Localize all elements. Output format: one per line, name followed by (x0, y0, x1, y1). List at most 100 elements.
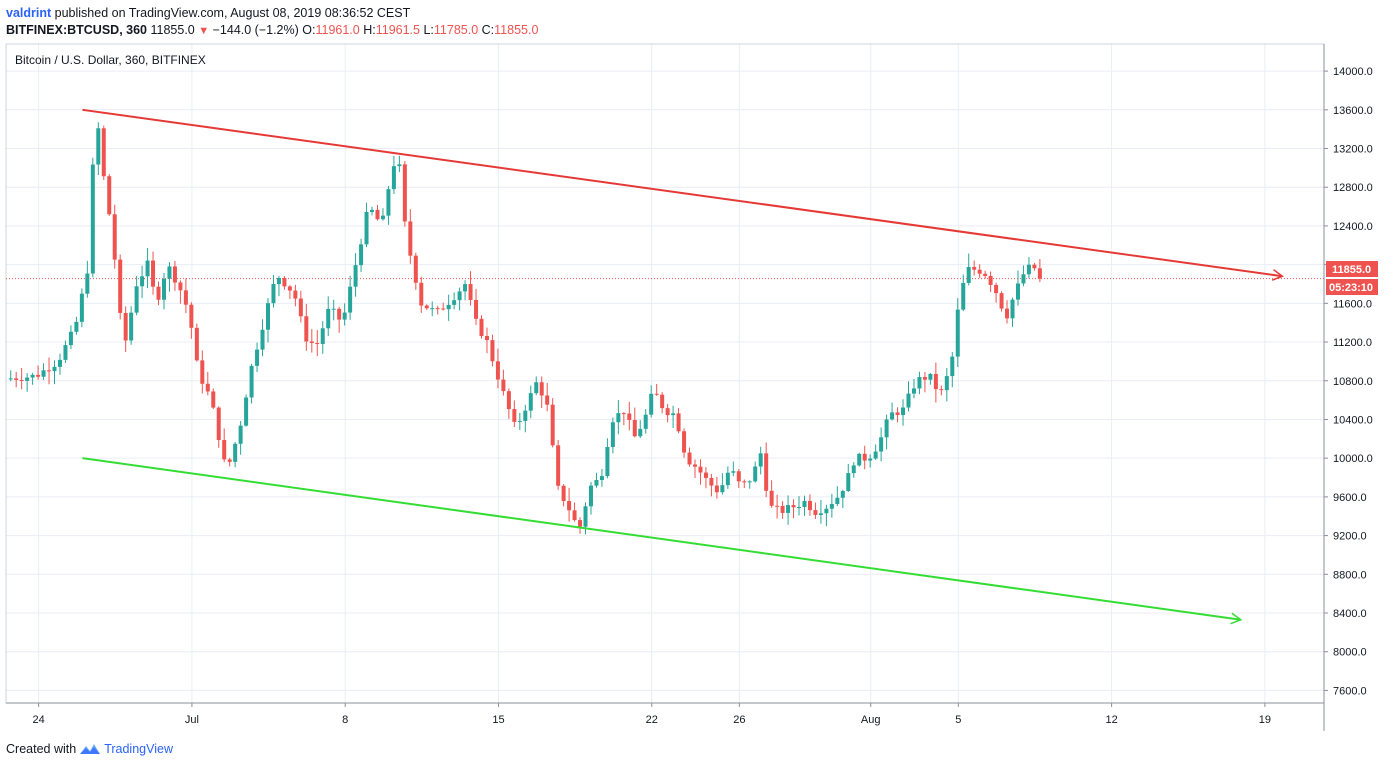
candle-body[interactable] (375, 209, 380, 220)
candle-body[interactable] (725, 472, 730, 486)
candle-body[interactable] (1015, 283, 1020, 300)
candle-body[interactable] (326, 308, 331, 329)
candle-body[interactable] (112, 214, 117, 260)
candle-body[interactable] (189, 304, 194, 328)
candle-body[interactable] (244, 397, 249, 426)
candle-body[interactable] (282, 277, 287, 287)
candle-body[interactable] (687, 452, 692, 465)
candle-body[interactable] (879, 437, 884, 452)
candle-body[interactable] (36, 374, 41, 377)
candle-body[interactable] (342, 312, 347, 320)
candle-body[interactable] (736, 471, 741, 482)
candle-body[interactable] (955, 309, 960, 357)
candle-body[interactable] (807, 500, 812, 511)
candle-body[interactable] (1032, 264, 1037, 269)
candle-body[interactable] (402, 164, 407, 222)
candle-body[interactable] (939, 389, 944, 391)
candle-body[interactable] (928, 373, 933, 380)
candle-body[interactable] (966, 266, 971, 283)
candle-body[interactable] (118, 259, 123, 313)
candle-body[interactable] (1005, 308, 1010, 319)
resistance-trendline[interactable] (82, 108, 1283, 278)
candle-body[interactable] (802, 500, 807, 508)
candle-body[interactable] (304, 316, 309, 342)
candle-body[interactable] (211, 391, 216, 408)
candle-body[interactable] (578, 520, 583, 527)
candle-body[interactable] (983, 273, 988, 276)
candle-body[interactable] (610, 422, 615, 448)
candle-body[interactable] (495, 361, 500, 380)
candle-body[interactable] (452, 300, 457, 305)
candle-body[interactable] (764, 453, 769, 491)
candle-body[interactable] (424, 305, 429, 309)
candle-body[interactable] (747, 481, 752, 483)
candle-body[interactable] (216, 407, 221, 441)
candle-body[interactable] (249, 365, 254, 398)
candle-body[interactable] (632, 419, 637, 437)
candle-body[interactable] (588, 485, 593, 507)
candle-body[interactable] (972, 266, 977, 270)
candle-body[interactable] (435, 308, 440, 310)
candle-body[interactable] (419, 282, 424, 306)
candle-body[interactable] (506, 391, 511, 410)
candle-body[interactable] (961, 282, 966, 310)
candle-body[interactable] (468, 284, 473, 300)
candle-body[interactable] (222, 440, 227, 460)
candle-body[interactable] (769, 490, 774, 506)
candle-body[interactable] (1010, 299, 1015, 319)
candle-body[interactable] (660, 394, 665, 409)
candle-body[interactable] (167, 266, 172, 279)
candle-body[interactable] (731, 471, 736, 473)
candle-body[interactable] (988, 275, 993, 285)
candle-body[interactable] (933, 373, 938, 390)
candle-body[interactable] (512, 409, 517, 422)
candle-body[interactable] (829, 503, 834, 509)
candle-body[interactable] (621, 413, 626, 415)
candle-body[interactable] (183, 290, 188, 305)
candle-body[interactable] (490, 340, 495, 362)
price-chart[interactable]: 14000.013600.013200.012800.012400.012000… (0, 0, 1391, 740)
candle-body[interactable] (19, 380, 24, 382)
support-trendline[interactable] (82, 457, 1241, 621)
candle-body[interactable] (287, 286, 292, 291)
candle-body[interactable] (457, 291, 462, 301)
candle-body[interactable] (786, 505, 791, 513)
candle-body[interactable] (901, 407, 906, 416)
candle-body[interactable] (348, 286, 353, 313)
candle-body[interactable] (583, 506, 588, 527)
candle-body[interactable] (643, 414, 648, 429)
candle-body[interactable] (818, 513, 823, 515)
candle-body[interactable] (391, 166, 396, 190)
candle-body[interactable] (446, 304, 451, 310)
tradingview-brand-link[interactable]: TradingView (104, 742, 173, 756)
candle-body[interactable] (57, 359, 62, 367)
candle-body[interactable] (627, 413, 632, 420)
candle-body[interactable] (895, 412, 900, 416)
candle-body[interactable] (408, 221, 413, 256)
candle-body[interactable] (140, 276, 145, 287)
candle-body[interactable] (309, 341, 314, 344)
candle-body[interactable] (539, 382, 544, 396)
candle-body[interactable] (74, 321, 79, 332)
candle-body[interactable] (517, 420, 522, 422)
candle-body[interactable] (911, 388, 916, 394)
candle-body[interactable] (331, 308, 336, 310)
candle-body[interactable] (835, 497, 840, 504)
candle-body[interactable] (950, 356, 955, 377)
candle-body[interactable] (397, 164, 402, 167)
candle-body[interactable] (994, 284, 999, 294)
candle-body[interactable] (370, 209, 375, 212)
candle-body[interactable] (474, 299, 479, 319)
candle-body[interactable] (742, 481, 747, 483)
candle-body[interactable] (129, 312, 134, 341)
candle-body[interactable] (8, 378, 13, 380)
candle-body[interactable] (484, 335, 489, 341)
candle-body[interactable] (682, 431, 687, 453)
candle-body[interactable] (463, 284, 468, 292)
candle-body[interactable] (238, 425, 243, 444)
candle-body[interactable] (85, 273, 90, 294)
candle-body[interactable] (703, 472, 708, 478)
candle-body[interactable] (873, 451, 878, 459)
candle-body[interactable] (134, 286, 139, 313)
candle-body[interactable] (380, 215, 385, 220)
